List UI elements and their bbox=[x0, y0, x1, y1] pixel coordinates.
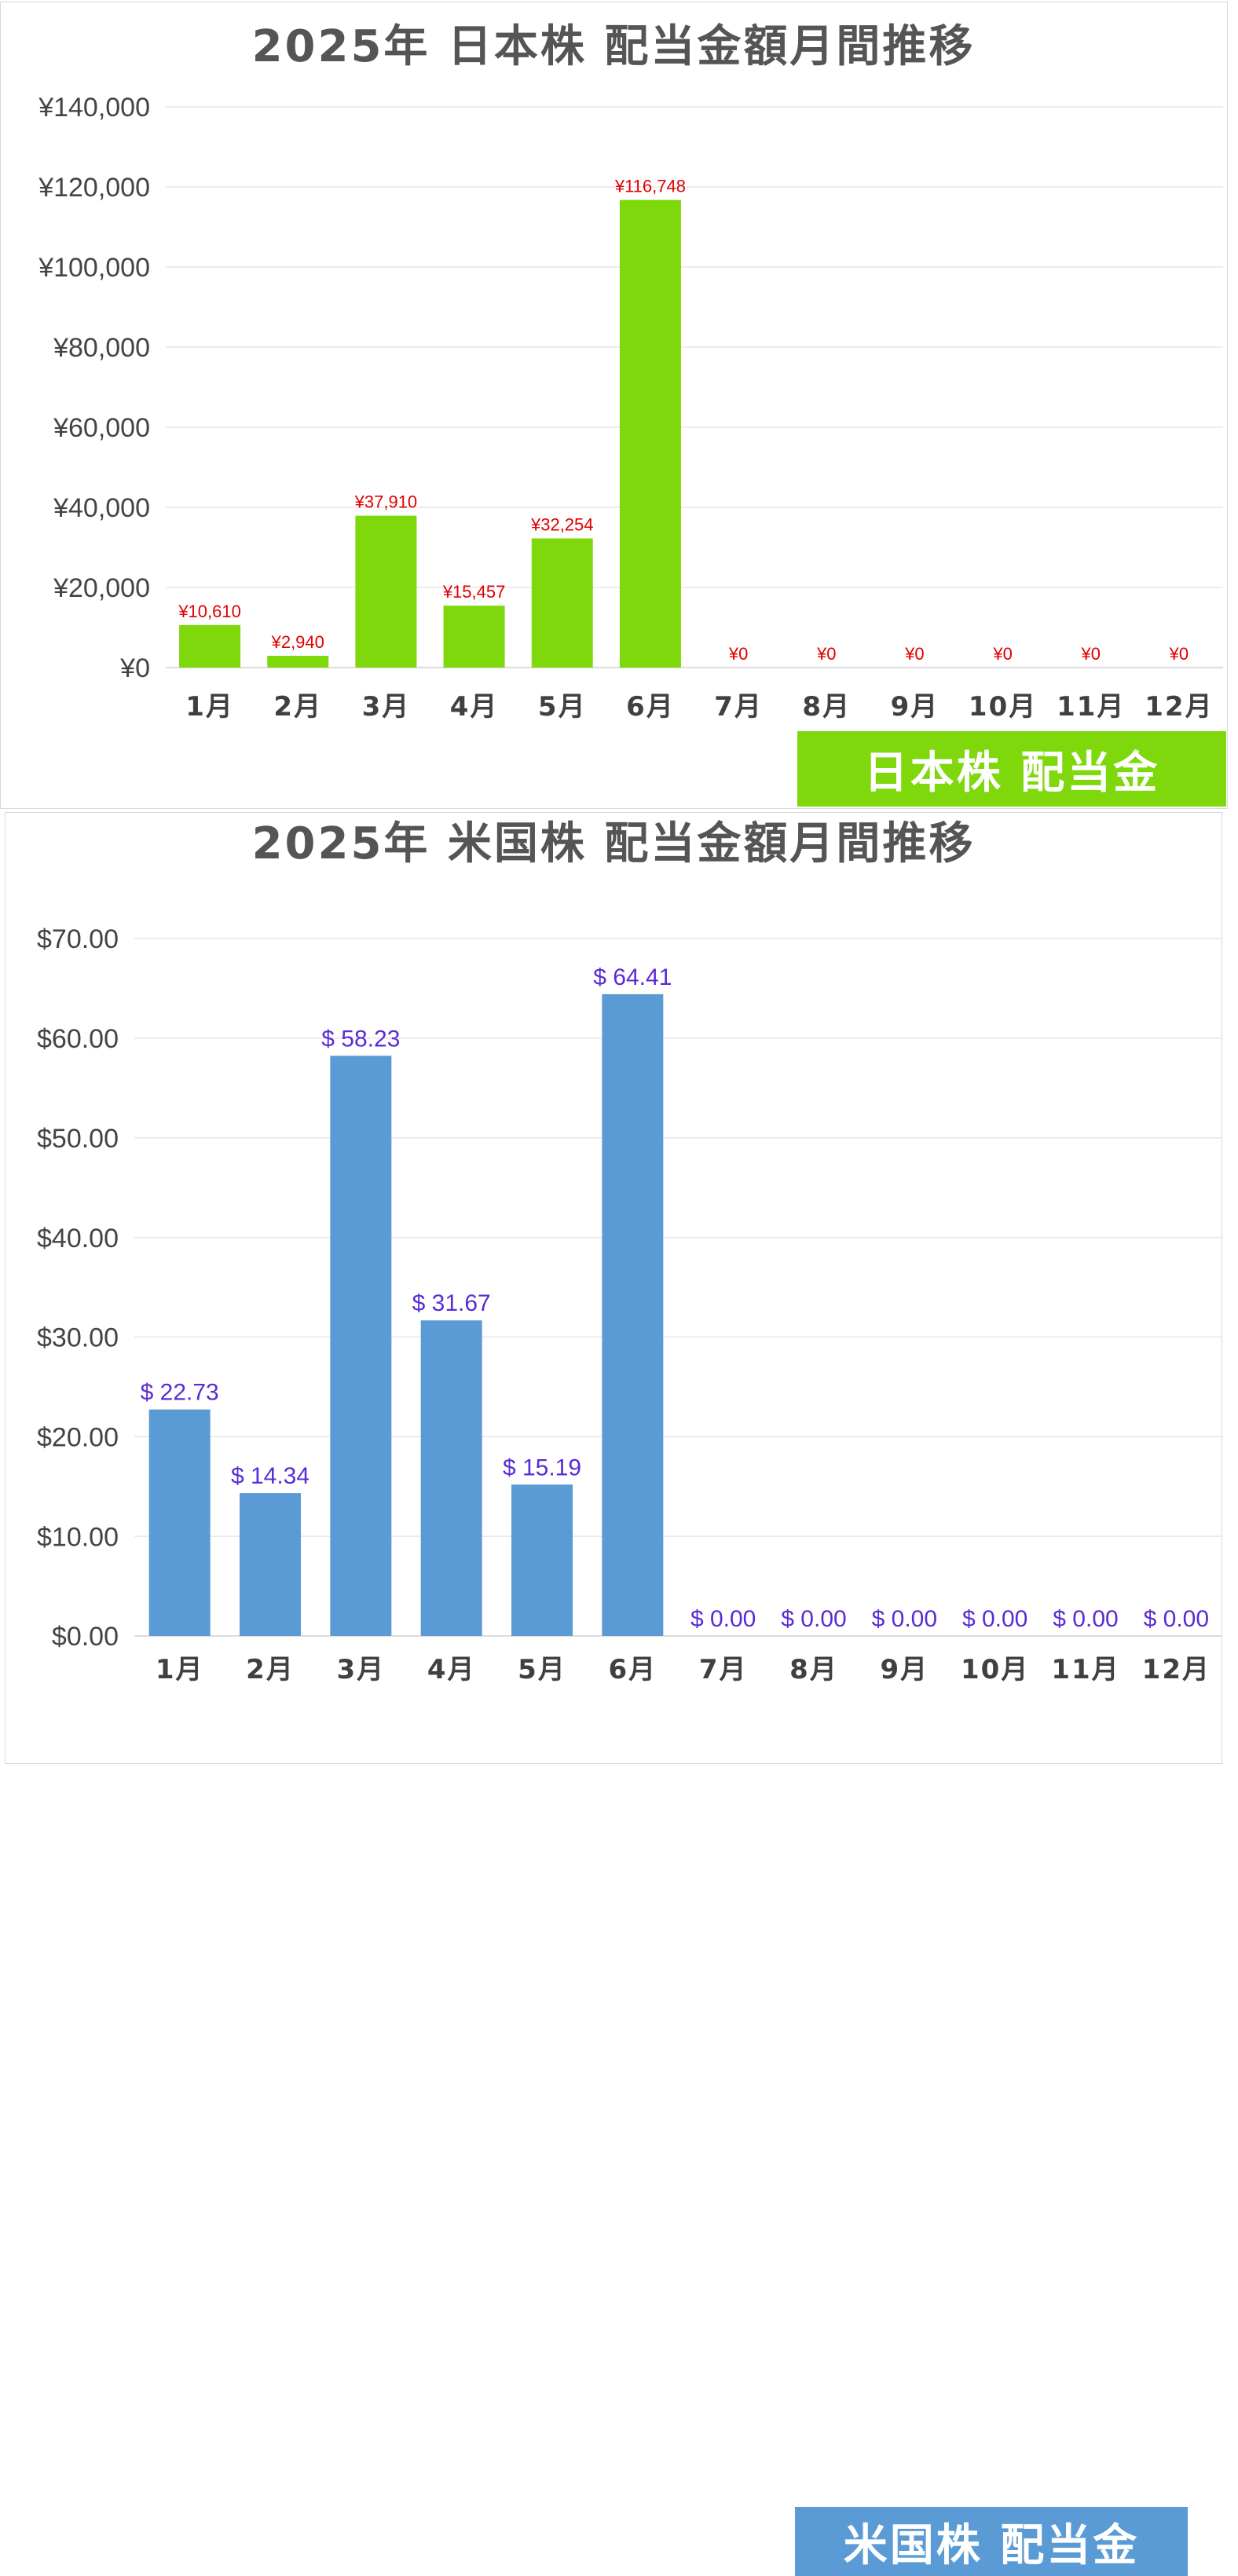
data-label: $ 64.41 bbox=[593, 964, 672, 990]
data-label: ¥32,254 bbox=[530, 515, 594, 535]
us-chart-title: 2025年 米国株 配当金額月間推移 bbox=[252, 818, 976, 869]
y-tick-label: ¥100,000 bbox=[38, 253, 150, 283]
data-label: $ 0.00 bbox=[1053, 1606, 1118, 1632]
y-tick-label: $60.00 bbox=[37, 1024, 119, 1054]
jp-dividend-banner: 日本株 配当金 bbox=[797, 731, 1226, 807]
x-tick-label: 6月 bbox=[626, 691, 675, 723]
bar bbox=[531, 538, 593, 668]
us-y-axis: $0.00 $10.00 $20.00 $30.00 $40.00 $50.00 $60.0… bbox=[37, 924, 119, 1652]
data-label: ¥10,610 bbox=[178, 602, 241, 621]
bar bbox=[511, 1484, 573, 1636]
data-label: ¥0 bbox=[816, 644, 836, 664]
x-tick-label: 12月 bbox=[1145, 691, 1213, 723]
us-data-labels: $ 22.73 $ 14.34 $ 58.23 $ 31.67 $ 15.19 $ 64.… bbox=[141, 964, 1209, 1632]
y-tick-label: ¥20,000 bbox=[53, 573, 150, 603]
x-tick-label: 1月 bbox=[156, 1654, 204, 1685]
bar bbox=[179, 624, 241, 668]
bar bbox=[148, 1409, 211, 1636]
us-bars bbox=[148, 993, 664, 1636]
jp-x-axis: 1月 2月 3月 4月 5月 6月 7月 8月 9月 10月 11月 12月 bbox=[185, 691, 1213, 723]
bar bbox=[267, 656, 329, 668]
y-tick-label: ¥60,000 bbox=[53, 413, 150, 443]
bar bbox=[355, 515, 417, 668]
data-label: ¥2,940 bbox=[271, 632, 324, 652]
y-tick-label: $40.00 bbox=[37, 1224, 119, 1253]
x-tick-label: 7月 bbox=[699, 1654, 748, 1685]
x-tick-label: 8月 bbox=[802, 691, 851, 723]
jp-data-labels: ¥10,610 ¥2,940 ¥37,910 ¥15,457 ¥32,254 ¥116,7… bbox=[178, 177, 1189, 664]
data-label: $ 15.19 bbox=[503, 1454, 581, 1480]
jp-y-axis: ¥0 ¥20,000 ¥40,000 ¥60,000 ¥80,000 ¥100,000 ¥1… bbox=[38, 93, 150, 683]
bar bbox=[602, 993, 664, 1636]
us-gridlines bbox=[134, 938, 1222, 1637]
x-tick-label: 3月 bbox=[362, 691, 411, 723]
jp-gridlines bbox=[166, 106, 1223, 668]
us-dividend-chart-panel: 2025年 米国株 配当金額月間推移 $0.00 $10.00 $20.00 $30.… bbox=[5, 812, 1222, 2576]
x-tick-label: 10月 bbox=[969, 691, 1037, 723]
y-tick-label: $10.00 bbox=[37, 1522, 119, 1552]
data-label: ¥116,748 bbox=[614, 177, 686, 196]
us-dividend-chart: 2025年 米国株 配当金額月間推移 $0.00 $10.00 $20.00 $30.… bbox=[37, 818, 1222, 1685]
data-label: $ 22.73 bbox=[141, 1380, 219, 1406]
x-tick-label: 2月 bbox=[246, 1654, 295, 1685]
bar bbox=[443, 606, 505, 668]
jp-bars bbox=[179, 199, 681, 668]
bar bbox=[330, 1056, 392, 1636]
x-tick-label: 8月 bbox=[789, 1654, 838, 1685]
x-tick-label: 2月 bbox=[273, 691, 322, 723]
y-tick-label: $70.00 bbox=[37, 924, 119, 954]
data-label: ¥37,910 bbox=[354, 492, 418, 512]
bar bbox=[240, 1493, 301, 1636]
bar bbox=[619, 199, 681, 668]
y-tick-label: $20.00 bbox=[37, 1423, 119, 1453]
data-label: ¥0 bbox=[1169, 644, 1189, 664]
y-tick-label: $30.00 bbox=[37, 1323, 119, 1353]
x-tick-label: 4月 bbox=[427, 1654, 476, 1685]
y-tick-label: ¥0 bbox=[119, 653, 150, 683]
y-tick-label: ¥40,000 bbox=[53, 493, 150, 523]
data-label: ¥0 bbox=[904, 644, 924, 664]
y-tick-label: $0.00 bbox=[52, 1622, 119, 1652]
x-tick-label: 11月 bbox=[1057, 691, 1125, 723]
y-tick-label: $50.00 bbox=[37, 1124, 119, 1154]
x-tick-label: 12月 bbox=[1142, 1654, 1211, 1685]
bar bbox=[420, 1320, 482, 1636]
data-label: $ 0.00 bbox=[1144, 1606, 1209, 1632]
y-tick-label: ¥80,000 bbox=[53, 333, 150, 363]
x-tick-label: 3月 bbox=[336, 1654, 385, 1685]
jp-dividend-chart: 2025年 日本株 配当金額月間推移 ¥0 ¥20,000 ¥40,000 ¥60,0… bbox=[38, 21, 1223, 723]
data-label: $ 0.00 bbox=[690, 1606, 756, 1632]
x-tick-label: 4月 bbox=[450, 691, 499, 723]
jp-dividend-chart-panel: 2025年 日本株 配当金額月間推移 ¥0 ¥20,000 ¥40,000 ¥60,0… bbox=[0, 2, 1228, 809]
data-label: $ 58.23 bbox=[321, 1026, 400, 1052]
x-tick-label: 6月 bbox=[608, 1654, 657, 1685]
us-x-axis: 1月 2月 3月 4月 5月 6月 7月 8月 9月 10月 11月 12月 bbox=[156, 1654, 1211, 1685]
x-tick-label: 1月 bbox=[185, 691, 234, 723]
data-label: $ 0.00 bbox=[962, 1606, 1027, 1632]
y-tick-label: ¥120,000 bbox=[38, 173, 150, 203]
x-tick-label: 9月 bbox=[880, 1654, 928, 1685]
data-label: $ 0.00 bbox=[781, 1606, 846, 1632]
jp-chart-title: 2025年 日本株 配当金額月間推移 bbox=[252, 21, 976, 72]
data-label: $ 0.00 bbox=[872, 1606, 937, 1632]
x-tick-label: 7月 bbox=[714, 691, 763, 723]
x-tick-label: 5月 bbox=[538, 691, 587, 723]
data-label: ¥0 bbox=[1081, 644, 1101, 664]
x-tick-label: 9月 bbox=[891, 691, 939, 723]
x-tick-label: 5月 bbox=[518, 1654, 566, 1685]
y-tick-label: ¥140,000 bbox=[38, 93, 150, 123]
data-label: $ 31.67 bbox=[412, 1290, 491, 1316]
data-label: ¥0 bbox=[728, 644, 748, 664]
x-tick-label: 11月 bbox=[1051, 1654, 1119, 1685]
data-label: $ 14.34 bbox=[231, 1463, 310, 1489]
x-tick-label: 10月 bbox=[961, 1654, 1029, 1685]
us-dividend-banner: 米国株 配当金 bbox=[795, 2507, 1188, 2576]
data-label: ¥0 bbox=[992, 644, 1012, 664]
data-label: ¥15,457 bbox=[442, 582, 506, 602]
